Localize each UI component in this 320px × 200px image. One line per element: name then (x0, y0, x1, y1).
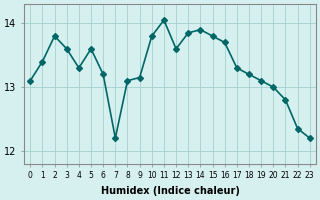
X-axis label: Humidex (Indice chaleur): Humidex (Indice chaleur) (100, 186, 239, 196)
